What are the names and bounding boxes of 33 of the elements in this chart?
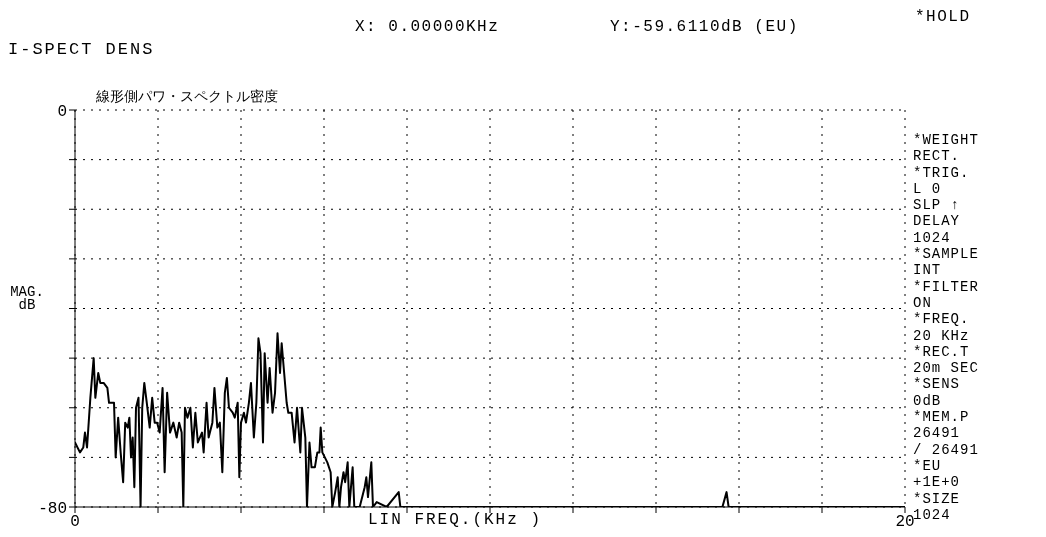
- text: SLP ↑: [913, 197, 961, 214]
- text: *SENS: [913, 376, 961, 393]
- text: Y:-59.6110dB (EU): [610, 18, 799, 36]
- text: INT: [913, 262, 943, 279]
- text: 1024: [913, 229, 952, 247]
- text: *FREQ.: [913, 311, 971, 328]
- y-tick-label: -80: [38, 499, 67, 518]
- text: 1024: [913, 506, 952, 523]
- text: 26491: [913, 425, 961, 442]
- text: *HOLD: [915, 8, 971, 26]
- x-tick-label: 20: [895, 513, 915, 532]
- text: RECT.: [913, 148, 961, 165]
- text: ON: [913, 294, 933, 312]
- text: / 26491: [913, 441, 979, 458]
- text: *SIZE: [913, 490, 961, 507]
- text: *EU: [913, 457, 943, 475]
- text: DELAY: [913, 213, 961, 230]
- text: 20m SEC: [913, 360, 979, 377]
- text: *WEIGHT: [913, 132, 979, 149]
- chart-subtitle: 線形側パワ・スペクトル密度: [96, 88, 278, 106]
- text: 0dB: [913, 392, 943, 410]
- x-axis-title: LIN FREQ.(KHz ): [368, 511, 543, 529]
- text: *MEM.P: [913, 409, 971, 426]
- text: +1E+0: [913, 474, 961, 491]
- text: *SAMPLE: [913, 246, 979, 263]
- y-axis-title: MAG. dB: [9, 284, 45, 313]
- text: L 0: [913, 180, 943, 198]
- text: *REC.T: [913, 343, 971, 361]
- chart-title: I-SPECT DENS: [8, 40, 155, 59]
- text: *TRIG.: [913, 164, 971, 181]
- text: *FILTER: [913, 278, 979, 295]
- text: 20 KHz: [913, 327, 971, 344]
- text: X: 0.00000KHz: [355, 18, 500, 36]
